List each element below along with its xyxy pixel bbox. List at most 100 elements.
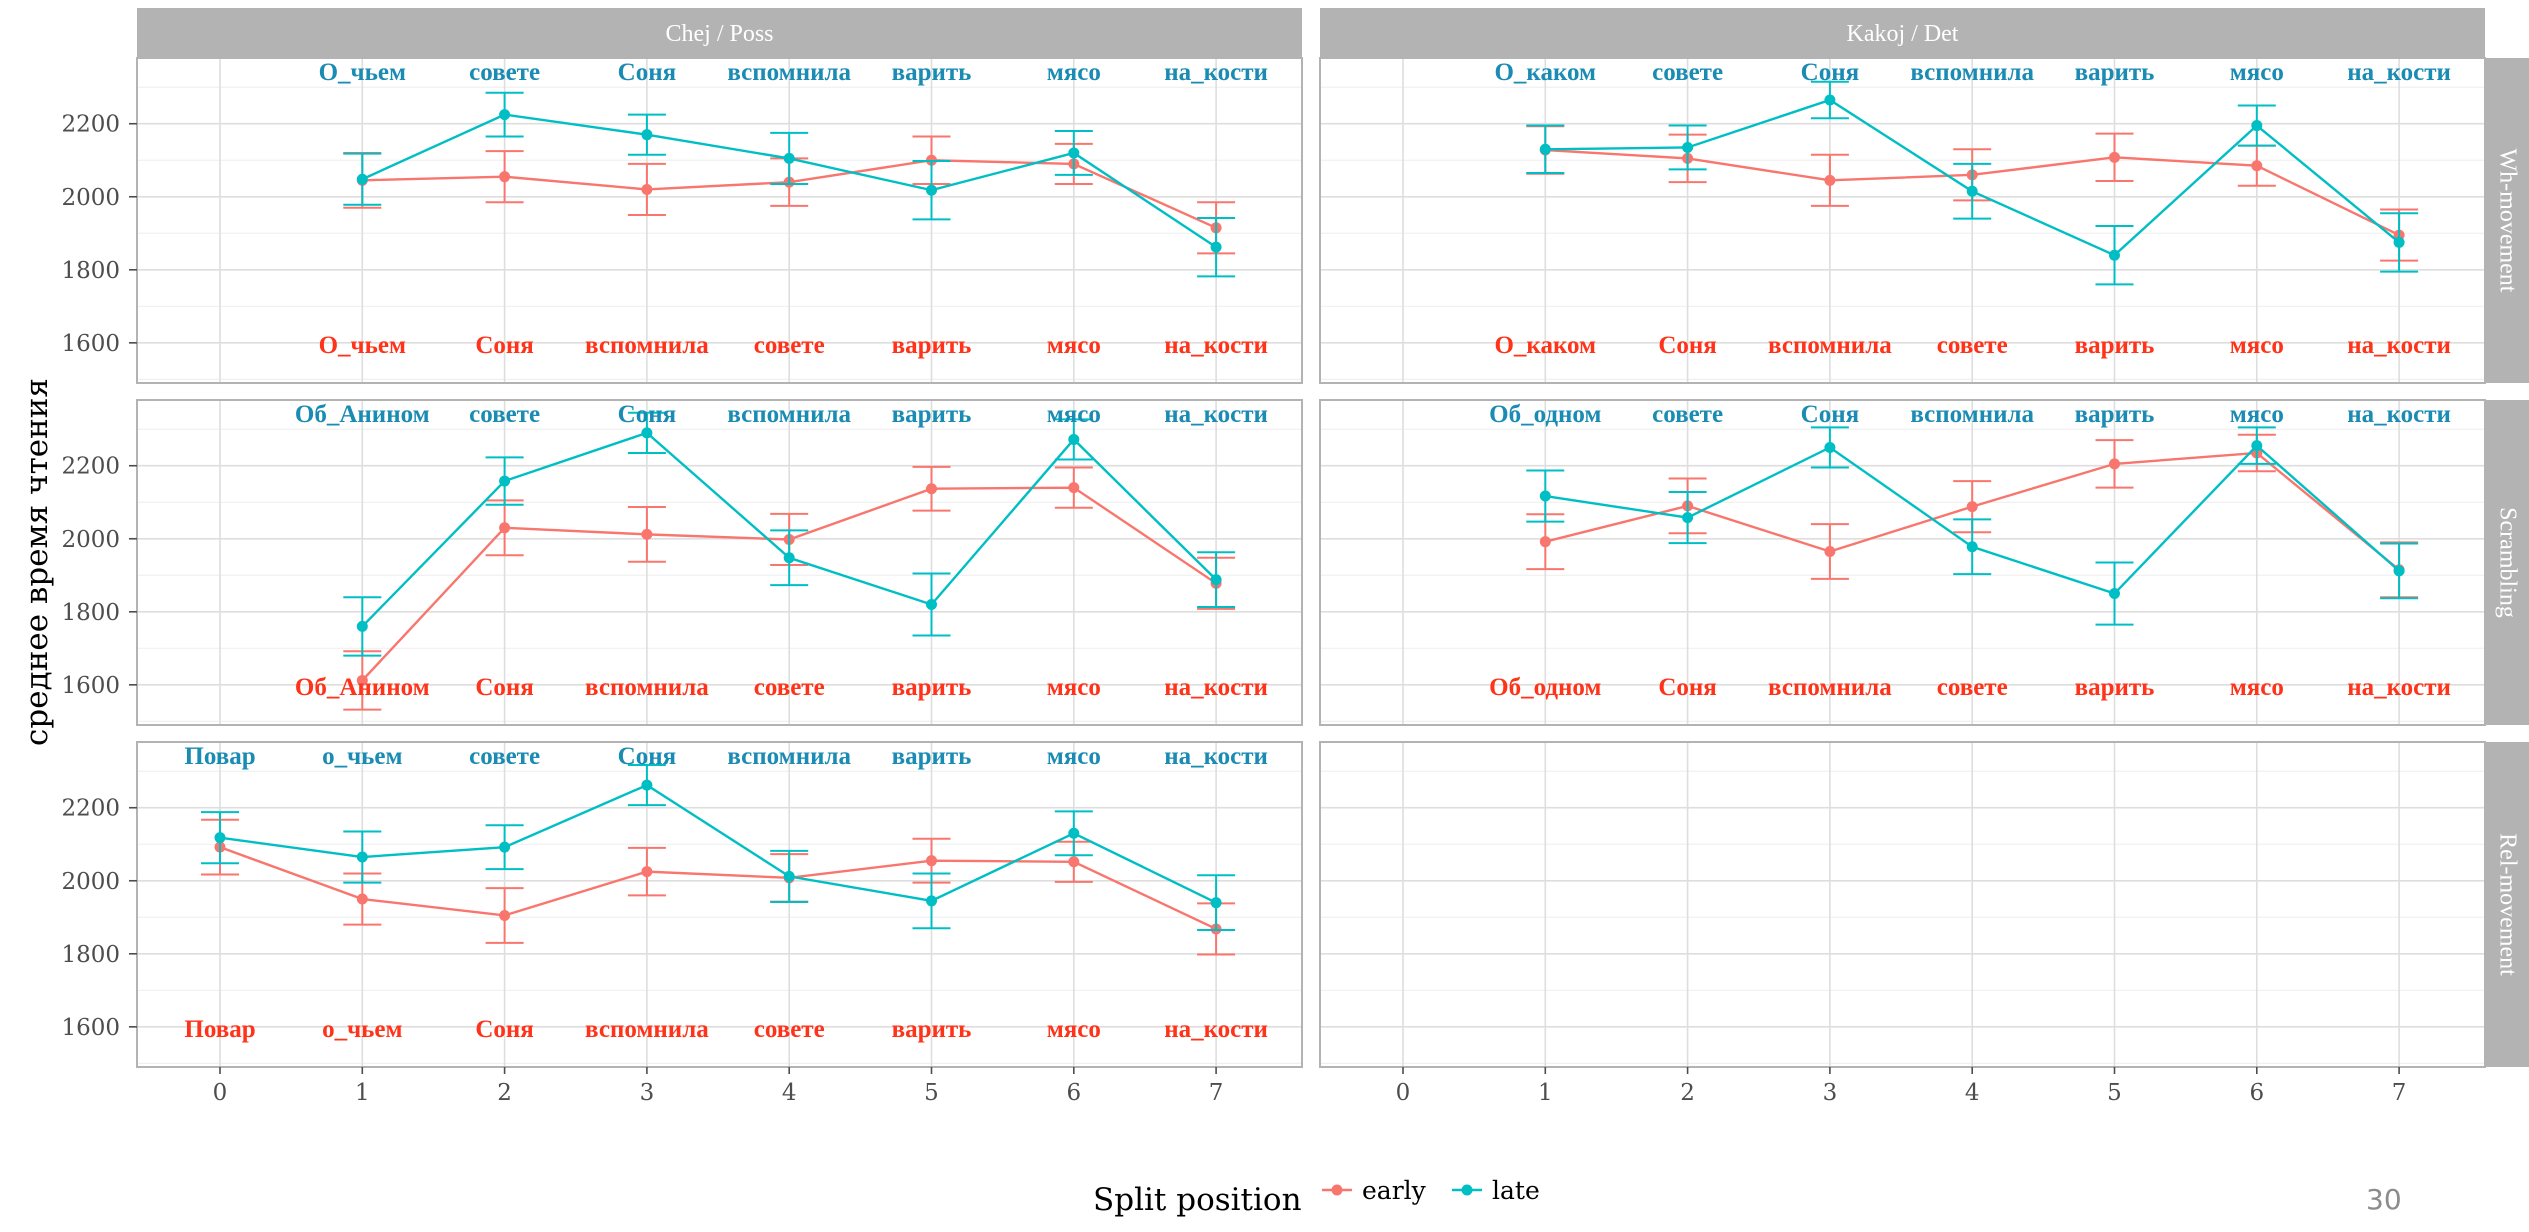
- data-point: [1824, 94, 1836, 106]
- x-tick-label: 5: [924, 1080, 939, 1106]
- word-label-top: вспомнила: [1910, 401, 2034, 428]
- panel-background: [137, 58, 1302, 383]
- word-label-bottom: совете: [754, 332, 825, 359]
- legend-key-point: [1461, 1184, 1473, 1196]
- word-label-bottom: на_кости: [2347, 332, 2451, 359]
- data-point: [1068, 856, 1080, 868]
- x-tick-label: 4: [782, 1080, 797, 1106]
- word-label-top: варить: [892, 59, 972, 86]
- word-label-bottom: на_кости: [1164, 1016, 1268, 1043]
- data-point: [1824, 174, 1836, 186]
- legend: Split position early late: [1093, 1176, 1540, 1218]
- word-label-bottom: варить: [2075, 674, 2155, 701]
- word-label-top: варить: [2075, 59, 2155, 86]
- word-label-bottom: Повар: [184, 1016, 255, 1043]
- series-late: [343, 411, 1236, 657]
- word-label-top: совете: [469, 401, 540, 428]
- word-label-bottom: вспомнила: [1768, 332, 1892, 359]
- data-point: [2393, 236, 2405, 248]
- word-label-top: Об_Анином: [295, 401, 430, 428]
- y-axis-label: среднее время чтения: [19, 378, 55, 746]
- x-tick-label: 3: [1823, 1080, 1838, 1106]
- data-point: [499, 909, 511, 921]
- word-label-top: варить: [892, 743, 972, 770]
- word-label-bottom: совете: [1937, 674, 2008, 701]
- data-point: [1210, 897, 1222, 909]
- row-strip-label: Rel-movement: [2495, 833, 2521, 976]
- data-point: [2393, 565, 2405, 577]
- word-label-bottom: мясо: [1047, 1016, 1101, 1043]
- word-label-top: на_кости: [1164, 401, 1268, 428]
- data-point: [641, 779, 653, 791]
- word-label-top: вспомнила: [727, 743, 851, 770]
- series-late: [201, 764, 1236, 932]
- word-label-bottom: Об_Анином: [295, 674, 430, 701]
- row-strip: [2485, 742, 2529, 1067]
- x-tick-label: 1: [355, 1080, 370, 1106]
- x-tick-label: 0: [213, 1080, 228, 1106]
- data-point: [926, 895, 937, 907]
- word-label-top: на_кости: [1164, 59, 1268, 86]
- x-tick-label: 2: [1680, 1080, 1695, 1106]
- word-label-bottom: варить: [2075, 332, 2155, 359]
- series-line: [219, 783, 1217, 904]
- panel-border: [136, 741, 1303, 1068]
- data-point: [1539, 143, 1551, 155]
- panel-wh-movement-0: О_чьем совете Соня вспомнила варить мясо на_ко…: [136, 57, 1303, 384]
- word-label-bottom: мясо: [2230, 674, 2284, 701]
- word-label-bottom: совете: [1937, 332, 2008, 359]
- y-tick-label: 1800: [61, 942, 120, 968]
- panel-rel-movement-1: [1319, 741, 2486, 1068]
- word-label-top: Соня: [618, 401, 676, 428]
- row-strip-label: Wh-movement: [2495, 149, 2521, 293]
- data-point: [783, 152, 795, 164]
- word-label-bottom: мясо: [1047, 674, 1101, 701]
- y-tick-label: 2200: [61, 112, 120, 138]
- data-point: [783, 552, 795, 564]
- data-point: [783, 870, 795, 882]
- word-label-top: на_кости: [2347, 401, 2451, 428]
- data-point: [1068, 827, 1080, 839]
- x-tick-label: 0: [1396, 1080, 1411, 1106]
- x-tick-label: 7: [1209, 1080, 1224, 1106]
- word-label-top: вспомнила: [727, 59, 851, 86]
- word-label-top: О_каком: [1494, 59, 1596, 86]
- word-label-bottom: варить: [892, 674, 972, 701]
- word-label-top: на_кости: [1164, 743, 1268, 770]
- series-late: [1526, 80, 2419, 286]
- word-label-bottom: Об_одном: [1489, 674, 1601, 701]
- word-label-bottom: совете: [754, 674, 825, 701]
- data-point: [356, 674, 368, 686]
- panel-background: [137, 400, 1302, 725]
- data-point: [2251, 120, 2263, 132]
- panel-background: [1320, 742, 2485, 1067]
- data-point: [926, 184, 937, 196]
- panel-background: [1320, 58, 2485, 383]
- word-label-top: совете: [469, 59, 540, 86]
- facet-strips: Chej / Poss Kakoj / Det Wh-movement Scra…: [665, 21, 2520, 976]
- data-point: [641, 528, 653, 540]
- word-label-bottom: вспомнила: [1768, 674, 1892, 701]
- word-label-top: вспомнила: [1910, 59, 2034, 86]
- series-late: [1526, 426, 2419, 626]
- y-tick-label: 1600: [61, 1015, 120, 1041]
- word-label-top: мясо: [2230, 59, 2284, 86]
- data-point: [356, 893, 368, 905]
- word-label-top: на_кости: [2347, 59, 2451, 86]
- word-label-bottom: о_чьем: [322, 1016, 402, 1043]
- data-point: [2109, 151, 2120, 163]
- data-point: [1068, 482, 1080, 494]
- x-tick-label: 4: [1965, 1080, 1980, 1106]
- panel-scrambling-0: Об_Анином совете Соня вспомнила варить мясо на…: [136, 399, 1303, 726]
- word-label-bottom: мясо: [1047, 332, 1101, 359]
- word-label-top: мясо: [2230, 401, 2284, 428]
- word-label-bottom: варить: [892, 1016, 972, 1043]
- data-point: [2109, 458, 2120, 470]
- x-tick-label: 1: [1538, 1080, 1553, 1106]
- word-label-top: варить: [892, 401, 972, 428]
- word-label-bottom: на_кости: [1164, 332, 1268, 359]
- column-strip-label: Kakoj / Det: [1847, 21, 1959, 47]
- row-strip: [2485, 58, 2529, 383]
- row-strip: [2485, 400, 2529, 725]
- data-point: [499, 109, 511, 121]
